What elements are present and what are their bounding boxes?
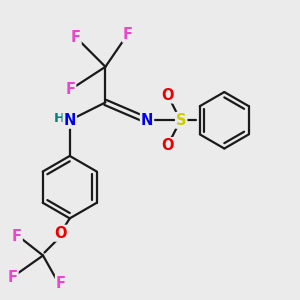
Text: F: F bbox=[65, 82, 75, 97]
Text: F: F bbox=[8, 270, 18, 285]
Text: F: F bbox=[71, 30, 81, 45]
Text: F: F bbox=[12, 229, 22, 244]
Text: F: F bbox=[56, 276, 66, 291]
Text: O: O bbox=[55, 226, 67, 241]
Text: H: H bbox=[54, 112, 65, 125]
Text: S: S bbox=[176, 113, 187, 128]
Text: O: O bbox=[162, 138, 174, 153]
Text: N: N bbox=[64, 113, 76, 128]
Text: N: N bbox=[141, 113, 153, 128]
Text: F: F bbox=[123, 27, 133, 42]
Text: O: O bbox=[162, 88, 174, 103]
